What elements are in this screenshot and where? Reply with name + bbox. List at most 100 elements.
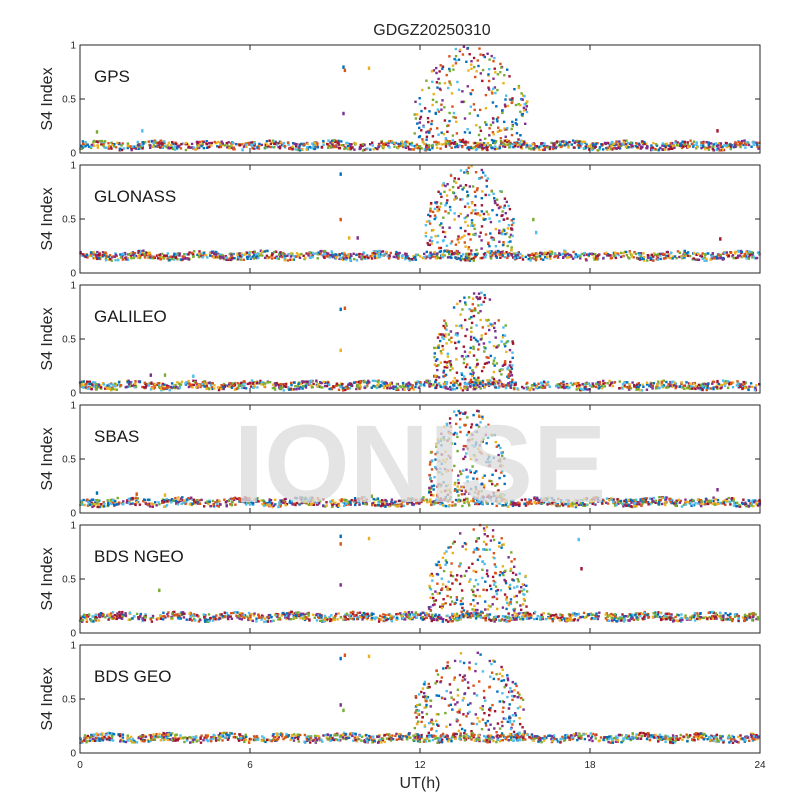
data-point (159, 256, 162, 259)
data-point (355, 387, 358, 391)
data-point (543, 148, 546, 151)
data-point (471, 185, 475, 188)
data-point (86, 143, 89, 146)
data-point (332, 254, 335, 257)
data-point (201, 142, 204, 145)
data-point (458, 139, 462, 142)
data-point (172, 386, 175, 389)
data-point (585, 253, 589, 256)
data-point (474, 208, 477, 212)
data-point (505, 251, 508, 254)
data-point (145, 382, 149, 386)
data-point (147, 384, 151, 387)
data-point (376, 147, 379, 151)
data-point (93, 381, 97, 384)
data-point (243, 381, 246, 385)
data-point (443, 326, 447, 330)
data-point (426, 117, 430, 120)
data-point (335, 256, 338, 259)
data-point (573, 502, 577, 505)
data-point (227, 499, 231, 502)
data-point (648, 384, 651, 387)
data-point (582, 504, 585, 507)
data-point (652, 141, 655, 145)
data-point (470, 257, 473, 261)
data-point (665, 386, 669, 389)
data-point (487, 193, 491, 197)
data-point (464, 301, 467, 304)
data-point (641, 502, 644, 506)
data-point (349, 259, 352, 262)
data-point (489, 257, 493, 260)
data-point (365, 385, 368, 388)
data-point (594, 145, 597, 148)
data-point (499, 205, 502, 209)
data-point (192, 255, 195, 258)
data-point (410, 141, 414, 145)
data-point (323, 249, 327, 253)
data-point (430, 70, 434, 73)
data-point (452, 111, 456, 115)
data-point (89, 252, 93, 256)
data-point (439, 361, 442, 364)
data-point (739, 254, 742, 257)
data-point (610, 144, 613, 147)
data-point (237, 257, 240, 261)
data-point (195, 498, 198, 502)
data-point (124, 253, 127, 256)
data-point (327, 144, 330, 147)
data-point (495, 256, 499, 259)
data-point (496, 130, 500, 133)
data-point (491, 121, 495, 124)
data-point (129, 253, 132, 257)
data-point (737, 141, 741, 144)
data-point (487, 86, 490, 89)
data-point (126, 146, 129, 150)
data-point (485, 179, 488, 182)
data-point (688, 145, 691, 148)
data-point (749, 382, 753, 385)
data-point (395, 256, 398, 259)
data-point (470, 211, 473, 215)
data-point (655, 144, 659, 147)
data-point (737, 384, 740, 388)
data-point (524, 108, 527, 111)
data-point (92, 504, 96, 507)
data-point (503, 334, 507, 337)
data-point (353, 381, 356, 384)
data-point (80, 147, 83, 150)
data-point (493, 197, 496, 200)
data-point (397, 142, 400, 146)
data-point (732, 501, 736, 504)
data-point (262, 381, 265, 384)
data-point (622, 143, 625, 146)
data-point (640, 389, 644, 392)
data-point (385, 141, 388, 145)
data-point (542, 253, 546, 256)
data-point (754, 500, 757, 504)
data-point (137, 144, 141, 147)
data-point (312, 144, 315, 147)
data-point (511, 120, 514, 124)
data-point (161, 499, 164, 503)
data-point (301, 148, 304, 151)
data-point (271, 141, 274, 144)
data-point (192, 379, 195, 382)
data-point (496, 88, 499, 92)
data-point (621, 502, 624, 505)
data-point (401, 388, 405, 391)
data-point (492, 77, 495, 80)
data-point (510, 246, 513, 249)
data-point (139, 255, 142, 258)
data-point (169, 147, 172, 150)
data-point (187, 253, 190, 256)
data-point (435, 66, 438, 70)
data-point (528, 388, 532, 391)
data-point (308, 382, 311, 385)
data-point (462, 358, 466, 361)
data-point (402, 145, 405, 149)
data-point (533, 142, 536, 146)
data-point (423, 142, 426, 146)
data-point (331, 385, 335, 388)
data-point (444, 142, 448, 145)
